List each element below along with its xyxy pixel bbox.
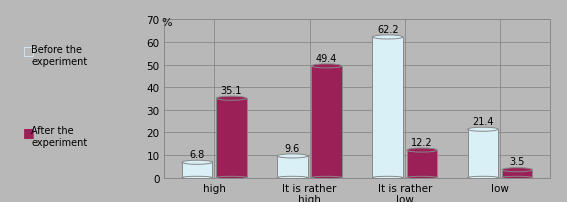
Text: After the
experiment: After the experiment (31, 125, 87, 147)
Ellipse shape (311, 65, 342, 69)
Ellipse shape (216, 97, 247, 101)
Ellipse shape (182, 160, 213, 164)
Ellipse shape (216, 176, 247, 179)
Ellipse shape (502, 176, 532, 179)
Text: 62.2: 62.2 (377, 24, 399, 34)
Ellipse shape (182, 176, 213, 179)
Ellipse shape (407, 148, 437, 152)
Ellipse shape (277, 176, 308, 179)
Text: ■: ■ (23, 125, 35, 138)
Ellipse shape (277, 154, 308, 158)
Ellipse shape (468, 176, 498, 179)
Text: 35.1: 35.1 (221, 85, 242, 95)
Bar (311, 67, 342, 178)
Bar (502, 170, 532, 178)
Ellipse shape (373, 176, 403, 179)
Ellipse shape (311, 176, 342, 179)
Text: 9.6: 9.6 (285, 143, 300, 153)
Text: 6.8: 6.8 (189, 149, 205, 159)
Bar (216, 99, 247, 178)
Bar (468, 130, 498, 178)
Text: 3.5: 3.5 (510, 157, 525, 166)
Ellipse shape (407, 176, 437, 179)
Text: Before the
experiment: Before the experiment (31, 44, 87, 67)
Bar (277, 156, 308, 178)
Ellipse shape (468, 128, 498, 132)
Ellipse shape (502, 168, 532, 172)
Ellipse shape (373, 36, 403, 40)
Text: 49.4: 49.4 (316, 53, 337, 63)
Bar (407, 150, 437, 178)
Text: 12.2: 12.2 (411, 137, 433, 147)
Text: 21.4: 21.4 (472, 116, 494, 126)
Bar (373, 38, 403, 178)
Text: □: □ (23, 44, 35, 57)
Text: %: % (162, 18, 172, 28)
Bar (182, 162, 213, 178)
